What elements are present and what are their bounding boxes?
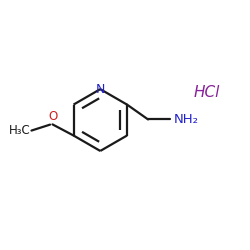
- Text: H₃C: H₃C: [8, 124, 30, 137]
- Text: HCl: HCl: [194, 85, 220, 100]
- Text: N: N: [96, 83, 105, 96]
- Text: NH₂: NH₂: [174, 113, 199, 126]
- Text: O: O: [48, 110, 57, 123]
